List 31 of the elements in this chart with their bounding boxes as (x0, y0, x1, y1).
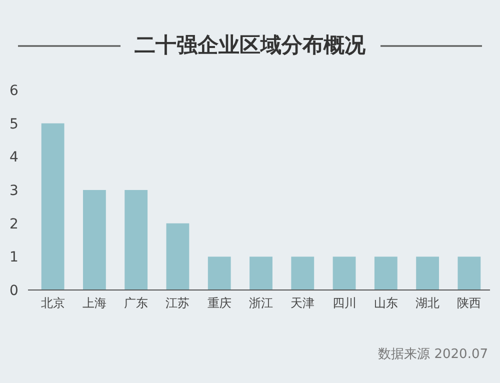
bar (166, 223, 190, 290)
bar (416, 256, 439, 290)
x-tick-label: 重庆 (207, 296, 232, 310)
y-tick-label: 5 (10, 116, 18, 132)
x-tick-label: 天津 (290, 296, 315, 310)
bar (291, 256, 314, 290)
y-tick-label: 6 (10, 83, 19, 99)
x-tick-label: 北京 (40, 296, 65, 310)
bar (250, 256, 272, 290)
x-tick-label: 上海 (82, 296, 106, 310)
y-tick-label: 2 (10, 216, 18, 232)
y-tick-label: 3 (10, 183, 18, 199)
y-tick-label: 1 (10, 250, 18, 266)
x-tick-label: 四川 (332, 296, 356, 310)
x-tick-label: 山东 (374, 296, 398, 310)
bar (41, 123, 64, 290)
bar (458, 256, 481, 290)
bar (374, 256, 398, 290)
bar (124, 190, 148, 290)
x-tick-label: 湖北 (416, 296, 440, 310)
x-tick-label: 陕西 (457, 296, 482, 310)
x-tick-label: 江苏 (166, 296, 190, 310)
x-tick-label: 浙江 (249, 296, 273, 310)
chart-title: 二十强企业区域分布概况 (134, 33, 366, 57)
x-tick-label: 广东 (124, 296, 148, 310)
bar (332, 256, 356, 290)
y-tick-label: 4 (10, 150, 19, 166)
bar (83, 190, 106, 290)
source-note: 数据来源 2020.07 (378, 347, 488, 362)
y-tick-label: 0 (10, 283, 18, 299)
bar (208, 256, 231, 290)
